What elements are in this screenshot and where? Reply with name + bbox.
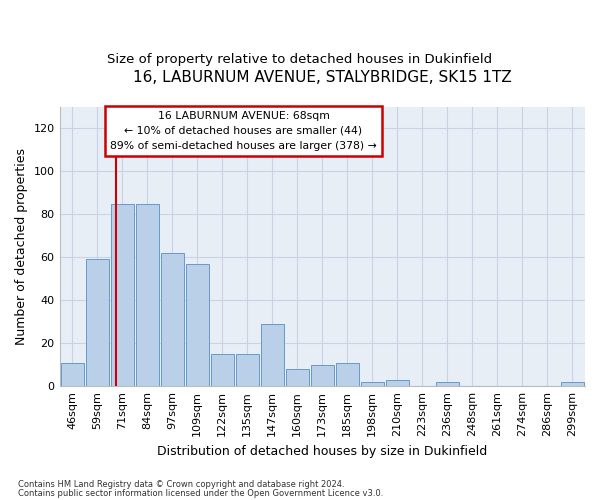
Bar (185, 264, 209, 386)
Bar (236, 354, 259, 386)
Text: Contains public sector information licensed under the Open Government Licence v3: Contains public sector information licen… (18, 488, 383, 498)
Bar (336, 362, 359, 386)
Bar (386, 380, 409, 386)
Bar (311, 364, 334, 386)
Title: 16, LABURNUM AVENUE, STALYBRIDGE, SK15 1TZ: 16, LABURNUM AVENUE, STALYBRIDGE, SK15 1… (133, 70, 512, 85)
Bar (61, 362, 83, 386)
Bar (86, 260, 109, 386)
Bar (211, 354, 233, 386)
X-axis label: Distribution of detached houses by size in Dukinfield: Distribution of detached houses by size … (157, 444, 487, 458)
Bar (136, 204, 158, 386)
Text: Size of property relative to detached houses in Dukinfield: Size of property relative to detached ho… (107, 52, 493, 66)
Bar (561, 382, 584, 386)
Bar (110, 204, 134, 386)
Bar (161, 253, 184, 386)
Text: Contains HM Land Registry data © Crown copyright and database right 2024.: Contains HM Land Registry data © Crown c… (18, 480, 344, 489)
Text: 16 LABURNUM AVENUE: 68sqm
← 10% of detached houses are smaller (44)
89% of semi-: 16 LABURNUM AVENUE: 68sqm ← 10% of detac… (110, 111, 377, 151)
Bar (261, 324, 284, 386)
Bar (436, 382, 459, 386)
Bar (361, 382, 384, 386)
Y-axis label: Number of detached properties: Number of detached properties (15, 148, 28, 345)
Bar (286, 369, 309, 386)
